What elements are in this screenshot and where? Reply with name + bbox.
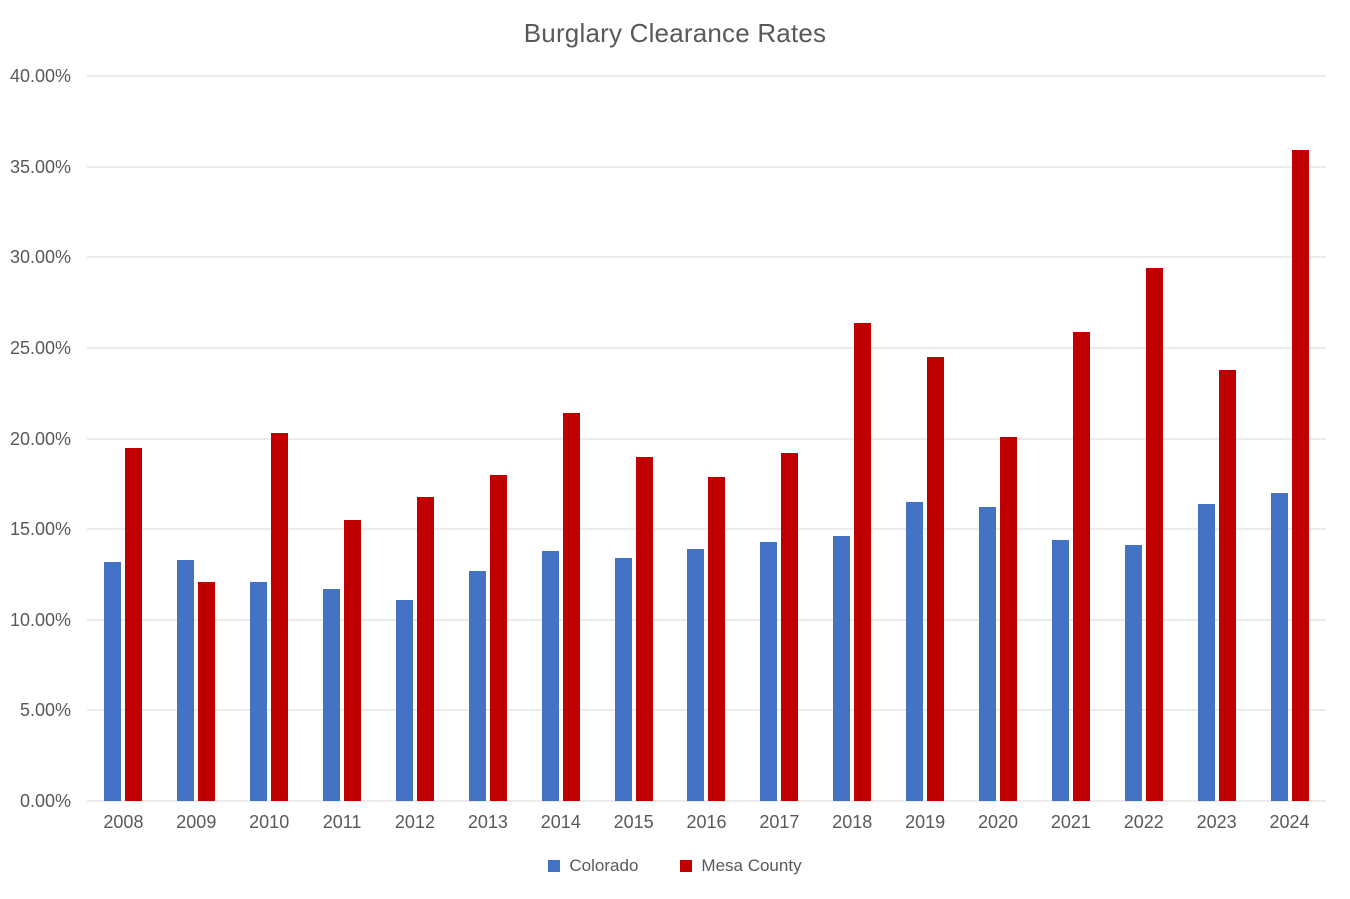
bar-colorado	[323, 588, 341, 801]
gridline	[87, 347, 1326, 349]
legend-label: Mesa County	[701, 856, 802, 875]
y-tick-label: 10.00%	[9, 609, 71, 630]
bar-group	[1180, 76, 1253, 801]
bar-mesa-county	[1145, 268, 1163, 801]
gridline	[87, 528, 1326, 530]
bar-mesa-county	[1000, 436, 1018, 801]
bar-mesa-county	[635, 456, 653, 801]
x-axis: 2008 2009 2010 2011 2012 2013 2014 2015 2016 2017…	[87, 812, 1326, 836]
bar-group	[670, 76, 743, 801]
x-tick-label: 2011	[322, 812, 362, 832]
bar-mesa-county	[344, 520, 362, 801]
chart-title: Burglary Clearance Rates	[523, 18, 827, 48]
bar-colorado	[1124, 545, 1142, 801]
bar-colorado	[687, 549, 705, 801]
bar-group	[1107, 76, 1180, 801]
x-tick-label: 2015	[613, 812, 654, 832]
gridline	[87, 166, 1326, 168]
bar-colorado	[833, 536, 851, 801]
bar-colorado	[1270, 492, 1288, 801]
y-tick-label: 5.00%	[19, 700, 71, 721]
bar-colorado	[760, 541, 778, 801]
legend: Colorado Mesa County	[0, 856, 1350, 876]
y-tick-label: 20.00%	[9, 428, 71, 449]
x-tick-label: 2008	[103, 812, 144, 832]
x-tick-label: 2012	[394, 812, 435, 832]
y-tick-label: 15.00%	[9, 519, 71, 540]
x-tick-label: 2018	[832, 812, 873, 832]
bar-group	[1253, 76, 1326, 801]
legend-swatch-colorado	[548, 860, 561, 872]
bar-group	[87, 76, 160, 801]
bar-group	[597, 76, 670, 801]
bar-group	[524, 76, 597, 801]
bar-colorado	[614, 558, 632, 801]
gridline	[87, 709, 1326, 711]
bar-group	[379, 76, 452, 801]
bar-group	[160, 76, 233, 801]
plot-area: 0.00% 5.00% 10.00% 15.00% 20.00% 25.00% 30.00%…	[10, 67, 1326, 810]
x-tick-label: 2016	[686, 812, 727, 832]
bar-mesa-county	[562, 413, 580, 801]
legend-swatch-mesa-county	[680, 860, 693, 872]
bar-mesa-county	[489, 474, 507, 801]
bar-group	[1034, 76, 1107, 801]
x-tick-label: 2021	[1050, 812, 1091, 832]
gridline	[87, 800, 1326, 802]
bar-colorado	[250, 581, 268, 801]
bar-mesa-county	[927, 356, 945, 801]
legend-label: Colorado	[569, 856, 639, 875]
bar-colorado	[177, 559, 195, 801]
bar-mesa-county	[854, 322, 872, 801]
y-tick-label: 30.00%	[9, 247, 71, 268]
gridline	[87, 438, 1326, 439]
x-tick-label: 2010	[249, 812, 290, 832]
bar-colorado	[468, 570, 486, 801]
x-tick-label: 2022	[1123, 812, 1164, 832]
bar-colorado	[906, 501, 924, 801]
legend-item: Mesa County	[680, 856, 802, 876]
legend-item: Colorado	[548, 856, 638, 876]
x-tick-label: 2020	[977, 812, 1019, 832]
bar-group	[233, 76, 306, 801]
y-tick-label: 35.00%	[9, 156, 71, 177]
bar-group	[889, 76, 962, 801]
bar-colorado	[1197, 503, 1215, 801]
gridline	[87, 256, 1326, 258]
gridline	[87, 75, 1326, 77]
bar-mesa-county	[1072, 331, 1090, 801]
bar-colorado	[104, 561, 122, 801]
bar-group	[743, 76, 816, 801]
x-tick-label: 2009	[176, 812, 217, 832]
bar-colorado	[395, 599, 413, 801]
bar-colorado	[979, 507, 997, 801]
bar-group	[962, 76, 1035, 801]
x-tick-label: 2024	[1269, 812, 1310, 832]
y-tick-label: 25.00%	[9, 337, 71, 358]
bar-group	[816, 76, 889, 801]
bar-mesa-county	[271, 433, 289, 801]
bar-mesa-county	[125, 447, 143, 801]
bar-mesa-county	[708, 476, 726, 801]
x-tick-label: 2019	[905, 812, 946, 832]
bar-group	[451, 76, 524, 801]
x-tick-label: 2023	[1196, 812, 1237, 832]
bar-group	[306, 76, 379, 801]
bar-mesa-county	[1218, 369, 1236, 801]
bar-colorado	[541, 550, 559, 801]
gridline	[87, 619, 1326, 621]
bar-mesa-county	[198, 581, 216, 801]
bar-mesa-county	[416, 496, 434, 801]
bar-colorado	[1051, 540, 1069, 801]
x-tick-label: 2017	[759, 812, 800, 832]
x-tick-label: 2013	[467, 812, 508, 832]
bar-mesa-county	[781, 453, 799, 801]
y-tick-label: 0.00%	[19, 791, 71, 811]
x-tick-label: 2014	[540, 812, 581, 832]
bar-mesa-county	[1291, 150, 1309, 801]
y-tick-label: 40.00%	[9, 66, 71, 86]
